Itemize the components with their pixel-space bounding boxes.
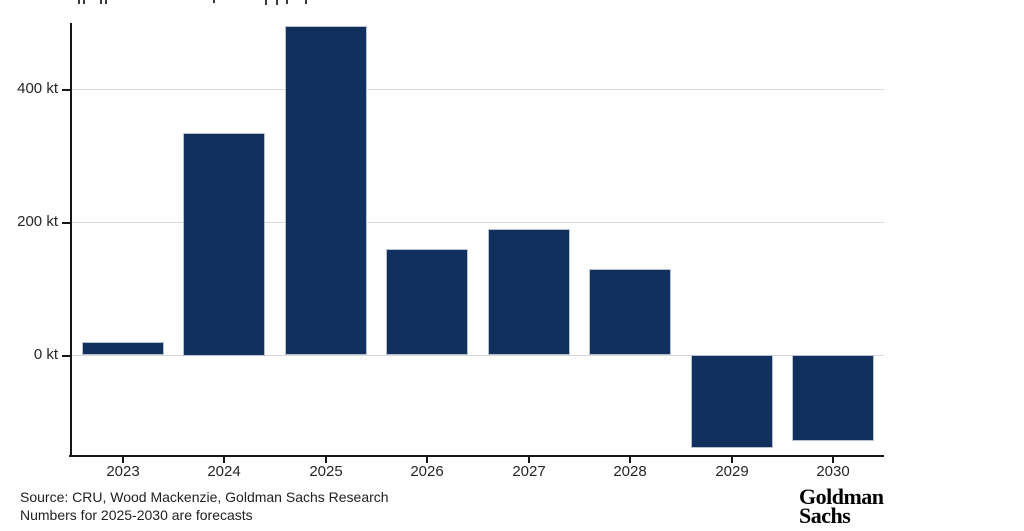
logo-line-1: Goldman (799, 484, 884, 509)
x-tick-2024 (223, 457, 225, 463)
footer: Source: CRU, Wood Mackenzie, Goldman Sac… (20, 489, 389, 524)
x-tick-2027 (528, 457, 530, 463)
y-tick-400 (62, 89, 70, 91)
x-tick-2025 (325, 457, 327, 463)
bar-2030 (792, 355, 874, 441)
x-tick-label-2029: 2029 (715, 463, 749, 480)
x-tick-label-2025: 2025 (309, 463, 343, 480)
bar-2027 (488, 229, 570, 355)
y-axis-line (70, 23, 72, 457)
y-tick-label-0: 0 kt (33, 346, 58, 363)
forecast-note: Numbers for 2025-2030 are forecasts (20, 506, 253, 523)
goldman-sachs-logo: Goldman Sachs (799, 484, 884, 528)
gridline-0 (72, 355, 884, 356)
x-tick-2030 (832, 457, 834, 463)
bar-2024 (183, 133, 265, 356)
x-tick-label-2028: 2028 (613, 463, 647, 480)
x-tick-label-2030: 2030 (816, 463, 850, 480)
clipped-title-fragment (305, 0, 307, 4)
clipped-title-fragment (213, 0, 215, 3)
y-tick-label-200: 200 kt (17, 213, 58, 230)
x-tick-label-2027: 2027 (512, 463, 546, 480)
logo-line-2: Sachs (799, 503, 851, 528)
clipped-title-fragment (276, 0, 278, 5)
clipped-title-fragment (286, 0, 288, 4)
x-axis-line (69, 455, 884, 457)
gridline-200 (72, 222, 884, 223)
clipped-title-fragment (83, 0, 85, 4)
y-tick-200 (62, 222, 70, 224)
x-tick-label-2026: 2026 (410, 463, 444, 480)
source-text: Source: CRU, Wood Mackenzie, Goldman Sac… (20, 489, 389, 505)
bar-2023 (82, 342, 164, 355)
y-tick-0 (62, 355, 70, 357)
y-tick-label-400: 400 kt (17, 80, 58, 97)
gridline-400 (72, 89, 884, 90)
clipped-title-fragment (105, 0, 107, 4)
bar-2025 (285, 26, 367, 355)
x-tick-2029 (731, 457, 733, 463)
x-tick-2026 (426, 457, 428, 463)
x-tick-2028 (629, 457, 631, 463)
bar-2026 (386, 249, 468, 355)
clipped-title-fragment (78, 0, 80, 4)
clipped-title-fragment (265, 0, 267, 5)
x-tick-2023 (122, 457, 124, 463)
clipped-title-fragment (100, 0, 102, 4)
clipped-title-fragments (0, 0, 1024, 8)
x-tick-label-2023: 2023 (106, 463, 140, 480)
x-tick-label-2024: 2024 (207, 463, 241, 480)
bar-2028 (589, 269, 671, 355)
bar-2029 (691, 355, 773, 448)
